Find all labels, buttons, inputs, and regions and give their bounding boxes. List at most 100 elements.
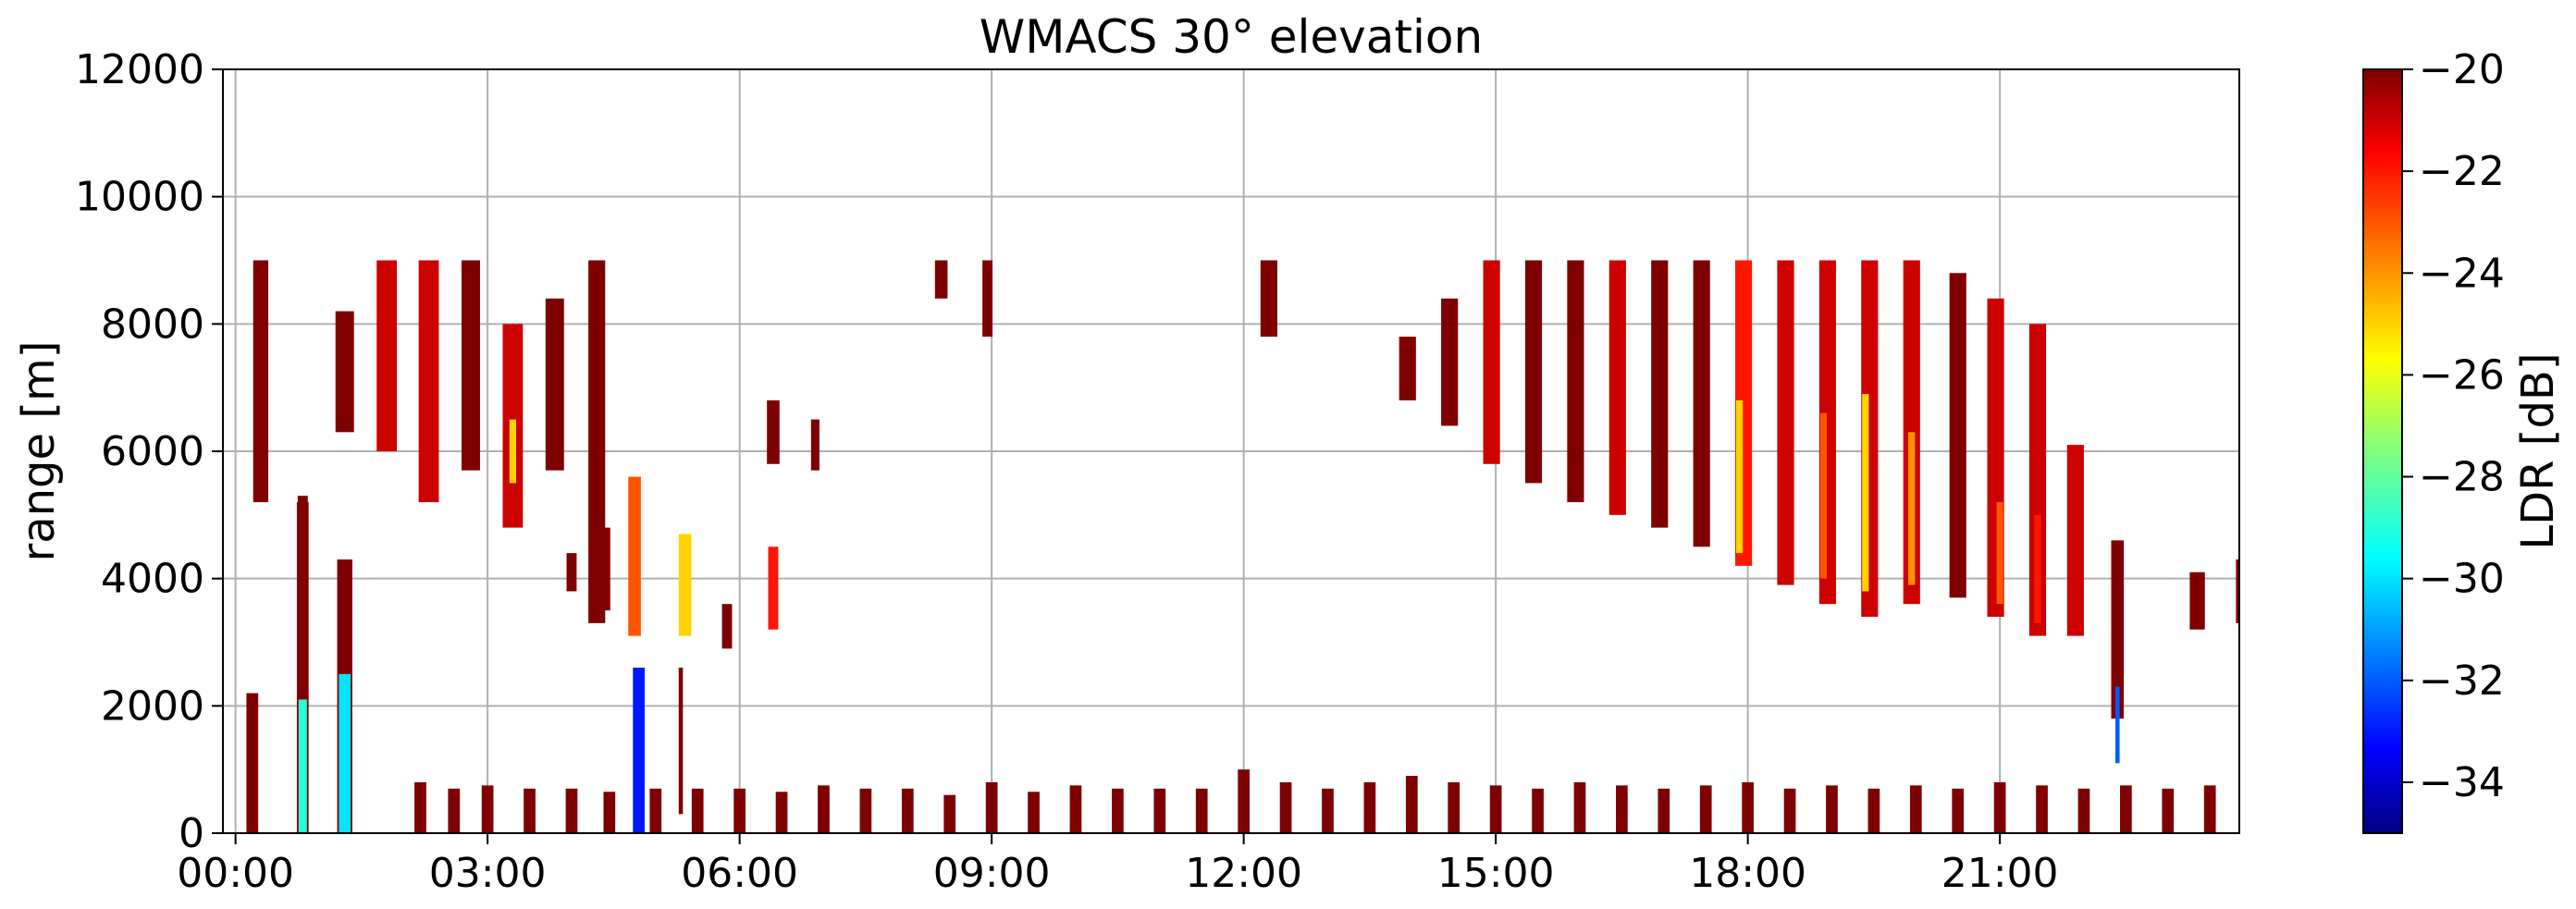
y-tick-label: 6000 (101, 428, 204, 475)
y-tick-label: 4000 (101, 556, 204, 603)
ldr-speckle-band (481, 785, 494, 833)
ldr-speckle-band (649, 788, 662, 833)
ldr-low-column (678, 668, 684, 815)
ldr-column (1441, 298, 1459, 426)
colorbar-tick-label: −34 (2419, 759, 2505, 806)
x-axis: 00:00 03:00 06:00 09:00 12:00 15:00 18:00 21:00 (177, 833, 2059, 897)
ldr-column (2111, 540, 2125, 719)
ldr-speckle-band (775, 792, 788, 833)
x-tick-label: 06:00 (681, 850, 798, 897)
ldr-speckle-band (1238, 769, 1250, 833)
ldr-low-column (633, 668, 645, 833)
x-tick-label: 15:00 (1437, 850, 1555, 897)
ldr-speckle-band (1826, 785, 1838, 833)
ldr-column (1693, 260, 1710, 547)
ldr-speckle-band (1532, 788, 1544, 833)
ldr-speckle-band (448, 788, 461, 833)
ldr-column (1608, 260, 1626, 515)
ldr-interior-patch (1908, 432, 1916, 585)
colorbar-tick-label: −24 (2419, 250, 2505, 297)
ldr-speckle-band (603, 792, 616, 833)
ldr-speckle-band (1069, 785, 1082, 833)
ldr-speckle-band (1699, 785, 1712, 833)
ldr-interior-patch (1862, 394, 1869, 592)
ldr-column (1399, 337, 1416, 400)
y-tick-label: 2000 (101, 682, 204, 730)
ldr-patch (678, 534, 692, 636)
ldr-interior-patch (2034, 514, 2041, 623)
ldr-speckle-band (691, 788, 704, 833)
ldr-interior-patch (1735, 399, 1744, 554)
y-tick-label: 0 (179, 810, 204, 857)
x-tick-label: 18:00 (1689, 850, 1806, 897)
ldr-speckle-band (1867, 788, 1880, 833)
ldr-column (1567, 260, 1584, 503)
ldr-patch (767, 399, 780, 464)
ldr-speckle-band (1952, 788, 1965, 833)
ldr-column (461, 260, 480, 471)
ldr-speckle-band (733, 788, 746, 833)
ldr-speckle-band (1195, 788, 1208, 833)
colorbar-tick-label: −20 (2419, 46, 2505, 93)
ldr-low-column (298, 699, 307, 833)
colorbar-tick-label: −26 (2419, 351, 2505, 399)
ldr-column (2189, 571, 2205, 630)
ldr-low-column (246, 693, 259, 833)
ldr-column (2066, 445, 2084, 636)
colorbar-label: LDR [dB] (2512, 352, 2564, 549)
ldr-speckle-band (1573, 781, 1586, 833)
ldr-column (982, 260, 993, 338)
ldr-patch (566, 553, 577, 592)
ldr-column (2028, 324, 2047, 636)
colorbar (2362, 68, 2403, 834)
ldr-interior-patch (1819, 412, 1828, 579)
ldr-speckle-band (1448, 781, 1461, 833)
ldr-column (376, 260, 398, 451)
y-tick-label: 12000 (75, 46, 204, 93)
ldr-speckle-band (2077, 788, 2090, 833)
x-tick-label: 00:00 (177, 850, 294, 897)
ldr-patch (628, 476, 641, 636)
ldr-speckle-band (2162, 788, 2175, 833)
y-axis: 0 2000 4000 6000 8000 10000 12000 (75, 46, 223, 857)
ldr-column (253, 260, 269, 503)
ldr-column (1949, 273, 1966, 598)
ldr-speckle-band (2120, 785, 2132, 833)
ldr-speckle-band (1489, 785, 1502, 833)
chart-title: WMACS 30° elevation (980, 10, 1483, 64)
ldr-speckle-band (1658, 788, 1670, 833)
x-tick-label: 03:00 (429, 850, 547, 897)
colorbar-tick-label: −28 (2419, 454, 2505, 501)
ldr-speckle-band (2036, 785, 2048, 833)
ldr-interior-patch (509, 419, 517, 484)
ldr-speckle-band (565, 788, 578, 833)
ldr-patch (721, 604, 733, 649)
ldr-speckle-band (1322, 788, 1334, 833)
ldr-interior-patch (1996, 502, 2003, 605)
y-tick-label: 8000 (101, 301, 204, 348)
ldr-column (335, 311, 354, 433)
ldr-low-column (339, 673, 351, 833)
ldr-speckle-band (1616, 785, 1628, 833)
colorbar-axis: −20 −22 −24 −26 −28 −30 −32 −34 (2402, 46, 2505, 806)
ldr-speckle-band (1279, 781, 1292, 833)
ldr-speckle-band (1742, 781, 1754, 833)
ldr-column (1777, 260, 1794, 585)
ldr-patch (599, 527, 610, 611)
ldr-speckle-band (943, 794, 956, 833)
ldr-speckle-band (985, 781, 998, 833)
ldr-speckle-band (1028, 792, 1040, 833)
ldr-low-column (2115, 686, 2120, 764)
ldr-speckle-band (1112, 788, 1124, 833)
ldr-column (1524, 260, 1543, 484)
x-tick-label: 12:00 (1185, 850, 1302, 897)
gridlines (223, 68, 2239, 834)
x-tick-label: 09:00 (933, 850, 1051, 897)
ldr-speckle-band (1783, 788, 1796, 833)
ldr-column (1260, 260, 1277, 338)
data-layer (246, 260, 2239, 833)
ldr-speckle-band (1153, 788, 1166, 833)
ldr-speckle-band (1405, 776, 1418, 833)
ldr-speckle-band (1993, 781, 2006, 833)
